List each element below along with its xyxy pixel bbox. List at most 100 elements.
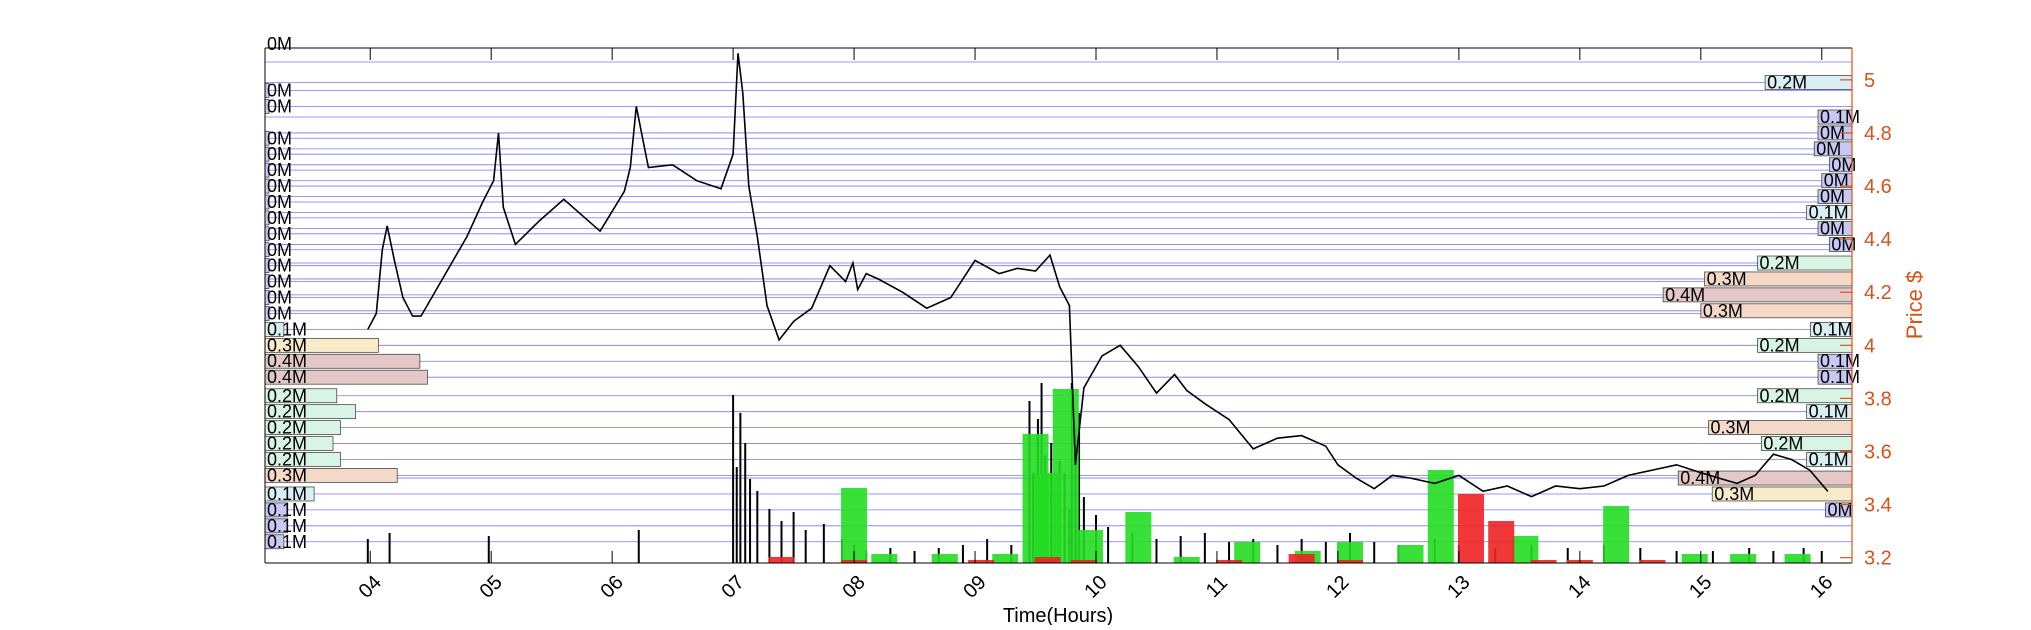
volume-up-bar <box>992 554 1019 563</box>
volume-profile-label: 0.2M <box>1763 434 1803 454</box>
volume-profile-label: 0.2M <box>1767 73 1807 93</box>
y-tick-label: 4.2 <box>1864 282 1892 304</box>
volume-profile-label: 0.1M <box>267 319 307 339</box>
volume-down-bar <box>1337 560 1364 563</box>
volume-profile-label: 0.1M <box>1820 367 1860 387</box>
volume-profile-label: 0M <box>267 128 292 148</box>
x-axis-title: Time(Hours) <box>1003 605 1113 625</box>
volume-profile-label: 0.1M <box>267 532 307 552</box>
volume-profile-label: 0.2M <box>267 449 307 469</box>
volume-up-bar <box>841 488 868 563</box>
volume-profile-label: 0.3M <box>1710 418 1750 438</box>
volume-profile-left: 0M0M0M0M0M0M0M0M0M0M0M0M0M0M0.1M0.3M0.4M… <box>264 80 428 552</box>
volume-down-bar <box>1530 560 1557 563</box>
x-tick-label: 16 <box>1806 571 1837 602</box>
volume-profile-label: 0.1M <box>1809 449 1849 469</box>
volume-profile-label: 0.3M <box>267 335 307 355</box>
volume-up-down-bars <box>768 389 1811 563</box>
y-tick-label: 3.8 <box>1864 388 1892 410</box>
volume-up-bar <box>1076 530 1103 563</box>
volume-profile-label: 0.2M <box>1760 253 1800 273</box>
x-tick-label: 09 <box>959 571 990 602</box>
volume-profile-label: 0M <box>267 224 292 244</box>
volume-profile-label: 0M <box>267 272 292 292</box>
volume-profile-label: 0.2M <box>1760 386 1800 406</box>
y-tick-label: 3.2 <box>1864 548 1892 570</box>
volume-profile-label: 0M <box>267 240 292 260</box>
volume-down-bar <box>968 560 995 563</box>
volume-profile-label: 0.4M <box>1665 285 1705 305</box>
volume-profile-label: 0.1M <box>1812 319 1852 339</box>
volume-profile-label: 0.1M <box>1809 203 1849 223</box>
y-tick-labels: 3.2 3.4 3.6 3.8 4 4.2 4.4 4.6 4.8 5 <box>1864 70 1892 570</box>
volume-profile-label: 0M <box>1820 187 1845 207</box>
x-tick-label: 07 <box>717 571 748 602</box>
volume-profile-right: 0.2M0.1M0M0M0M0M0M0.1M0M0M0.2M0.3M0.4M0.… <box>1662 73 1860 520</box>
volume-up-bar <box>1125 512 1152 563</box>
volume-profile-label: 0M <box>267 192 292 212</box>
volume-up-bar <box>1173 557 1200 563</box>
volume-down-bar <box>1034 557 1061 563</box>
volume-up-bar <box>1603 506 1630 563</box>
volume-down-bar <box>1488 521 1515 563</box>
x-tick-label: 04 <box>355 571 386 602</box>
volume-up-bar <box>1784 554 1811 563</box>
volume-up-bar <box>931 554 958 563</box>
y-tick-label: 5 <box>1864 70 1875 92</box>
y-tick-label: 3.4 <box>1864 495 1892 517</box>
volume-down-bar <box>1216 560 1243 563</box>
volume-profile-label: 0M <box>1820 123 1845 143</box>
axes <box>264 47 1853 564</box>
volume-profile-label: 0.4M <box>1680 468 1720 488</box>
volume-up-bar <box>871 554 898 563</box>
y-axis-title-right: Price $ <box>1902 271 1927 339</box>
price-line <box>367 53 1829 498</box>
volume-profile-label: 0.1M <box>267 484 307 504</box>
volume-profile-label: 0.2M <box>267 434 307 454</box>
volume-profile-label: 0.4M <box>267 367 307 387</box>
volume-down-bar <box>1639 560 1666 563</box>
x-tick-label: 14 <box>1564 571 1595 602</box>
volume-up-bar <box>1052 389 1079 563</box>
volume-profile-label: 0.3M <box>1703 301 1743 321</box>
volume-profile-label: 0M <box>267 208 292 228</box>
x-tick-label: 06 <box>597 571 628 602</box>
x-tick-label: 11 <box>1202 572 1232 602</box>
volume-up-bar <box>1337 542 1364 563</box>
volume-down-bar <box>1070 560 1097 563</box>
volume-profile-label: 0.2M <box>1760 335 1800 355</box>
volume-profile-label: 0M <box>1816 139 1841 159</box>
volume-profile-label: 0M <box>1820 219 1845 239</box>
y-tick-label: 4.6 <box>1864 176 1892 198</box>
volume-profile-label: 0.2M <box>267 418 307 438</box>
y-tick-label: 4.4 <box>1864 229 1892 251</box>
volume-profile-label: 0.1M <box>1820 107 1860 127</box>
volume-profile-label: 0.3M <box>267 465 307 485</box>
volume-profile-label: 0M <box>267 160 292 180</box>
x-tick-label: 10 <box>1080 571 1111 602</box>
volume-profile-label: 0.3M <box>1707 269 1747 289</box>
x-tick-labels: 04 05 06 07 08 09 10 11 12 13 14 15 16 <box>355 571 1838 602</box>
volume-up-bar <box>1512 536 1539 563</box>
x-tick-label: 08 <box>838 571 869 602</box>
volume-up-bar <box>1234 542 1261 563</box>
volume-profile-label: 0M <box>267 256 292 276</box>
x-tick-label: 15 <box>1685 571 1716 602</box>
top-left-label: 0M <box>267 34 292 54</box>
volume-down-bar <box>1457 494 1484 563</box>
y-tick-label: 4.8 <box>1864 123 1892 145</box>
volume-up-bar <box>1681 554 1708 563</box>
volume-profile-label: 0.1M <box>267 516 307 536</box>
volume-up-bar <box>1397 545 1424 563</box>
y-tick-label: 4 <box>1864 335 1875 357</box>
volume-profile-label: 0.2M <box>267 402 307 422</box>
volume-profile-label: 0.1M <box>267 500 307 520</box>
volume-profile-label: 0.3M <box>1714 484 1754 504</box>
volume-profile-label: 0.2M <box>267 386 307 406</box>
volume-profile-label: 0.4M <box>267 351 307 371</box>
volume-profile-label: 0M <box>1828 500 1853 520</box>
volume-profile-label: 0M <box>267 144 292 164</box>
volume-profile-label: 0M <box>267 80 292 100</box>
